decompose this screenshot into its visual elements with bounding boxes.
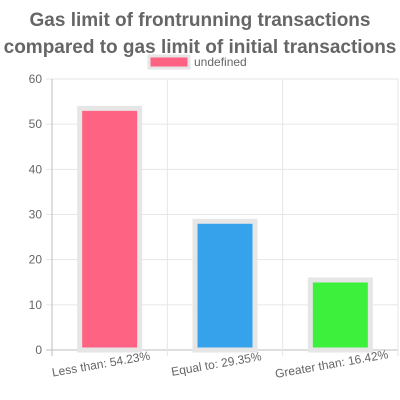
x-tick-label: Less than: 54.23% bbox=[51, 348, 152, 379]
bar-3[interactable] bbox=[307, 277, 373, 353]
y-axis: 0 10 20 30 40 50 60 bbox=[29, 72, 43, 357]
y-tick-label: 0 bbox=[35, 343, 42, 357]
y-tick-label: 40 bbox=[29, 162, 43, 176]
chart-title-line-2: compared to gas limit of initial transac… bbox=[4, 37, 397, 58]
bar-2[interactable] bbox=[192, 218, 258, 353]
bars bbox=[77, 105, 373, 353]
y-tick-label: 50 bbox=[29, 117, 43, 131]
x-tick-label: Equal to: 29.35% bbox=[170, 349, 263, 379]
bar-1[interactable] bbox=[77, 105, 143, 353]
y-tick-label: 10 bbox=[29, 298, 43, 312]
chart-title-line-1: Gas limit of frontrunning transactions bbox=[30, 10, 371, 31]
y-tick-label: 60 bbox=[29, 72, 43, 86]
legend[interactable]: undefined bbox=[147, 54, 247, 70]
y-tick-label: 20 bbox=[29, 253, 43, 267]
y-tick-label: 30 bbox=[29, 208, 43, 222]
legend-label: undefined bbox=[194, 55, 247, 69]
legend-swatch bbox=[147, 54, 191, 70]
